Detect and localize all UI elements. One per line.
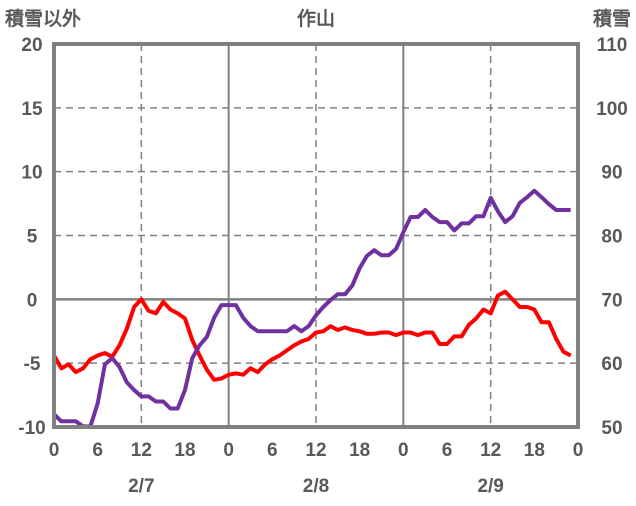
- series-lines: [52, 188, 572, 429]
- chart-title: 作山: [297, 7, 335, 30]
- left-tick-label: 20: [21, 35, 42, 56]
- plot-border: [52, 42, 580, 429]
- right-tick-label: 80: [601, 227, 622, 248]
- x-tick-label: 18: [349, 440, 370, 461]
- x-tick-label: 6: [92, 440, 103, 461]
- x-tick-label: 12: [480, 440, 501, 461]
- right-tick-label: 110: [597, 35, 628, 56]
- left-tick-label: -5: [24, 354, 41, 375]
- left-axis-label: 積雪以外: [5, 7, 81, 30]
- right-tick-label: 90: [601, 163, 622, 184]
- right-tick-label: 60: [601, 354, 622, 375]
- date-label: 2/9: [477, 476, 503, 497]
- left-tick-label: 15: [21, 99, 43, 120]
- x-tick-label: 18: [524, 440, 545, 461]
- date-label: 2/7: [128, 476, 154, 497]
- left-tick-label: 0: [27, 290, 38, 311]
- snow-depth-line: [52, 188, 571, 429]
- right-tick-label: 50: [601, 418, 622, 439]
- x-tick-label: 6: [442, 440, 453, 461]
- right-axis-label: 積雪: [593, 7, 631, 30]
- x-tick-label: 18: [174, 440, 195, 461]
- right-tick-label: 70: [601, 290, 622, 311]
- temperature-line: [52, 289, 572, 382]
- left-tick-label: -10: [18, 418, 45, 439]
- x-tick-label: 6: [267, 440, 278, 461]
- grid: [54, 44, 578, 427]
- left-tick-label: 10: [21, 163, 42, 184]
- date-label: 2/8: [303, 476, 329, 497]
- x-tick-label: 0: [398, 440, 409, 461]
- x-tick-label: 0: [573, 440, 584, 461]
- left-tick-label: 5: [27, 227, 38, 248]
- right-tick-label: 100: [596, 99, 628, 120]
- x-tick-label: 0: [223, 440, 234, 461]
- x-tick-label: 0: [49, 440, 60, 461]
- x-tick-label: 12: [305, 440, 326, 461]
- x-tick-label: 12: [131, 440, 152, 461]
